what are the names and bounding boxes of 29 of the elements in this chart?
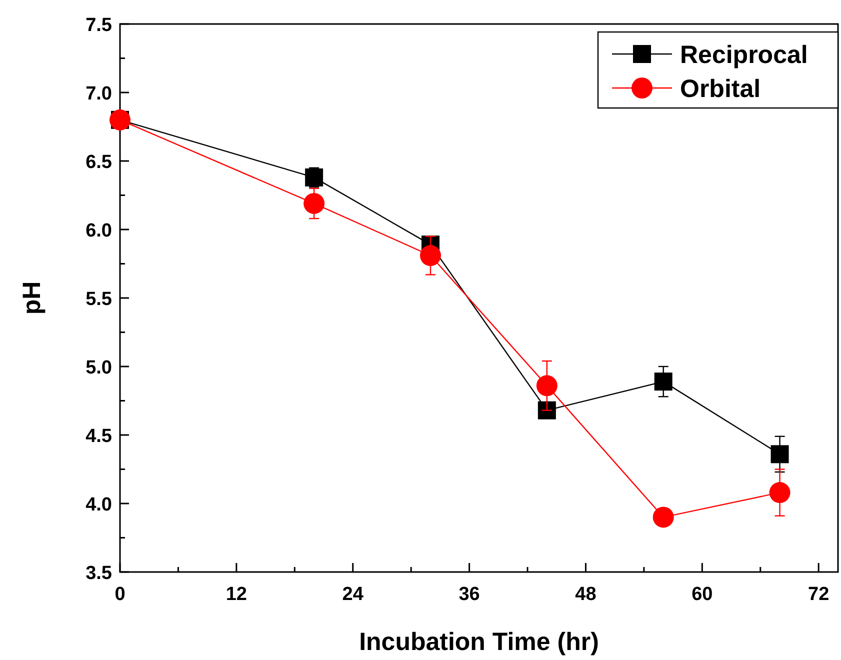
x-tick-label: 0: [114, 584, 126, 605]
x-tick-label: 12: [226, 584, 248, 605]
x-tick-label: 72: [808, 584, 830, 605]
point: [654, 372, 672, 391]
x-tick-label: 36: [458, 584, 480, 605]
point: [538, 401, 556, 420]
y-tick-label: 4.5: [86, 426, 112, 447]
y-tick-label: 7.5: [86, 15, 112, 36]
y-tick-label: 7.0: [86, 84, 112, 104]
y-tick-label: 5.5: [86, 289, 112, 310]
y-tick-label: 4.0: [86, 494, 112, 516]
legend-label: Orbital: [680, 75, 761, 103]
point: [304, 192, 325, 214]
legend-label: Reciprocal: [680, 41, 808, 69]
y-axis-title: pH: [18, 281, 46, 315]
point: [305, 168, 324, 186]
x-axis-title: Incubation Time (hr): [359, 628, 599, 656]
point: [769, 482, 790, 504]
x-tick-label: 48: [575, 584, 596, 605]
y-tick-label: 3.5: [86, 563, 112, 584]
y-tick-label: 5.0: [86, 358, 112, 378]
y-tick-label: 6.5: [86, 152, 112, 173]
x-tick-label: 60: [692, 584, 713, 605]
point: [536, 375, 558, 396]
point: [652, 506, 674, 528]
point: [770, 445, 789, 464]
y-tick-label: 6.0: [86, 220, 112, 242]
point: [420, 245, 441, 266]
x-tick-label: 24: [342, 584, 364, 605]
